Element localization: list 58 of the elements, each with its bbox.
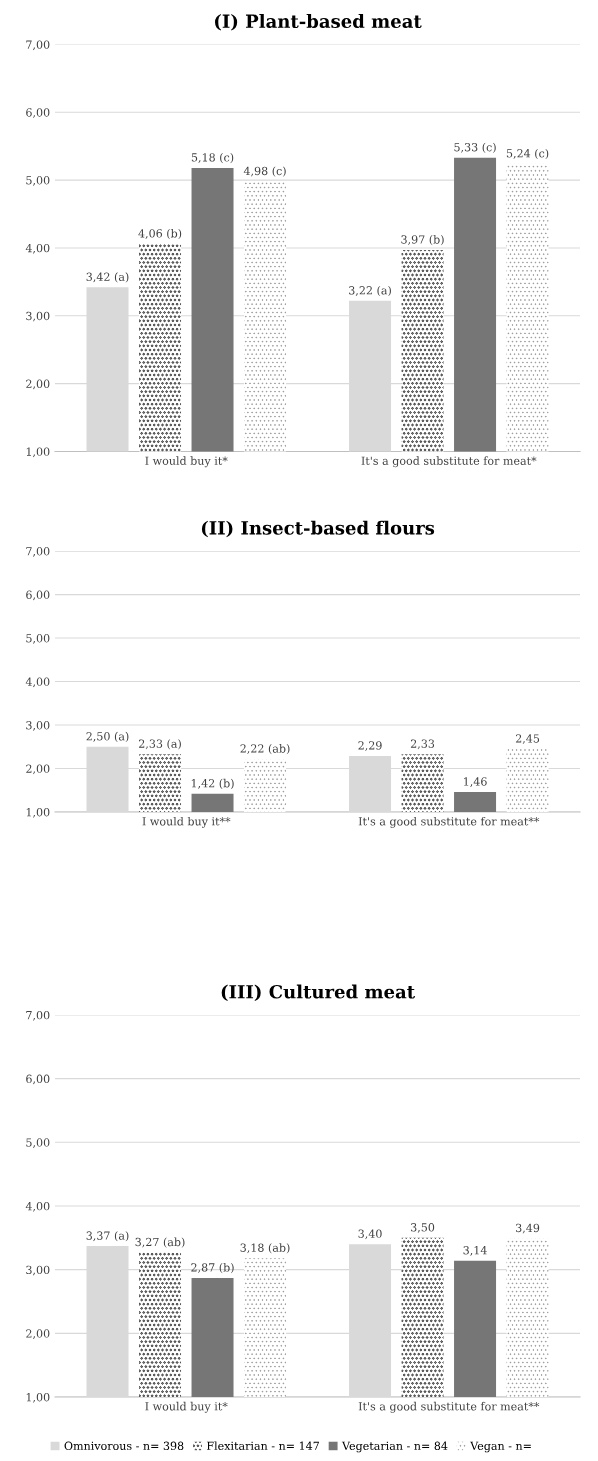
- y-tick-label: 3,00: [26, 1265, 50, 1276]
- y-tick-label: 1,00: [26, 447, 50, 458]
- data-label: 4,06 (b): [138, 228, 182, 240]
- legend-label: Vegetarian - n= 84: [341, 1441, 448, 1453]
- data-label: 3,27 (ab): [135, 1237, 185, 1248]
- data-label: 2,87 (b): [191, 1263, 234, 1274]
- legend-label: Omnivorous - n= 398: [64, 1441, 184, 1450]
- data-label: 3,49: [516, 1223, 540, 1234]
- legend-label: Flexitarian - n= 147: [206, 1441, 319, 1450]
- y-tick-label: 4,00: [25, 677, 50, 688]
- data-label: 5,33 (c): [454, 142, 496, 153]
- y-tick-label: 2,00: [26, 764, 50, 775]
- data-label: 1,42 (b): [191, 778, 234, 790]
- x-tick-label: It's a good substitute for meat*: [361, 456, 537, 468]
- chart-title: (II) Insect-based flours: [201, 520, 435, 538]
- y-tick-label: 4,00: [25, 243, 50, 254]
- y-tick-label: 6,00: [26, 108, 50, 118]
- x-tick-label: It's a good substitute for meat**: [358, 1401, 540, 1413]
- x-tick-label: It's a good substitute for meat**: [358, 816, 540, 828]
- legend-label: Vegan - n=: [470, 1441, 531, 1453]
- data-label: 3,50: [411, 1223, 435, 1233]
- data-label: 3,40: [358, 1229, 382, 1240]
- data-label: 1,46: [464, 777, 487, 788]
- y-tick-label: 7,00: [26, 40, 50, 51]
- data-label: 3,18 (ab): [240, 1243, 290, 1254]
- data-label: 2,50 (a): [86, 731, 129, 743]
- y-tick-label: 2,00: [26, 379, 50, 390]
- data-label: 4,98 (c): [243, 166, 286, 177]
- y-tick-label: 6,00: [26, 1074, 50, 1085]
- chart-title: (I) Plant-based meat: [215, 14, 422, 31]
- data-label: 2,29: [358, 741, 382, 751]
- y-tick-label: 5,00: [26, 176, 50, 186]
- y-tick-label: 6,00: [26, 590, 50, 601]
- y-tick-label: 5,00: [26, 634, 50, 644]
- data-label: 2,45: [515, 734, 540, 744]
- data-label: 2,33: [410, 739, 435, 750]
- data-label: 2,22 (ab): [240, 744, 290, 755]
- y-tick-label: 2,00: [26, 1329, 50, 1340]
- y-tick-label: 5,00: [26, 1138, 50, 1149]
- x-tick-label: I would buy it*: [145, 1401, 228, 1413]
- y-tick-label: 7,00: [26, 1010, 50, 1021]
- data-label: 3,97 (b): [401, 235, 444, 246]
- y-tick-label: 3,00: [26, 721, 50, 731]
- y-tick-label: 1,00: [26, 1392, 50, 1403]
- y-tick-label: 7,00: [26, 547, 50, 557]
- x-tick-label: I would buy it*: [145, 456, 228, 468]
- data-label: 5,24 (c): [506, 148, 549, 160]
- data-label: 3,42 (a): [86, 272, 129, 283]
- x-tick-label: I would buy it**: [142, 816, 231, 828]
- y-tick-label: 4,00: [25, 1201, 50, 1212]
- data-label: 3,37 (a): [86, 1231, 129, 1242]
- y-tick-label: 1,00: [26, 808, 50, 818]
- y-tick-label: 3,00: [26, 311, 50, 322]
- data-label: 5,18 (c): [191, 152, 234, 164]
- chart-title: (III) Cultured meat: [221, 984, 415, 1002]
- data-label: 3,22 (a): [349, 285, 391, 297]
- data-label: 3,14: [463, 1246, 487, 1256]
- data-label: 2,33 (a): [139, 739, 181, 750]
